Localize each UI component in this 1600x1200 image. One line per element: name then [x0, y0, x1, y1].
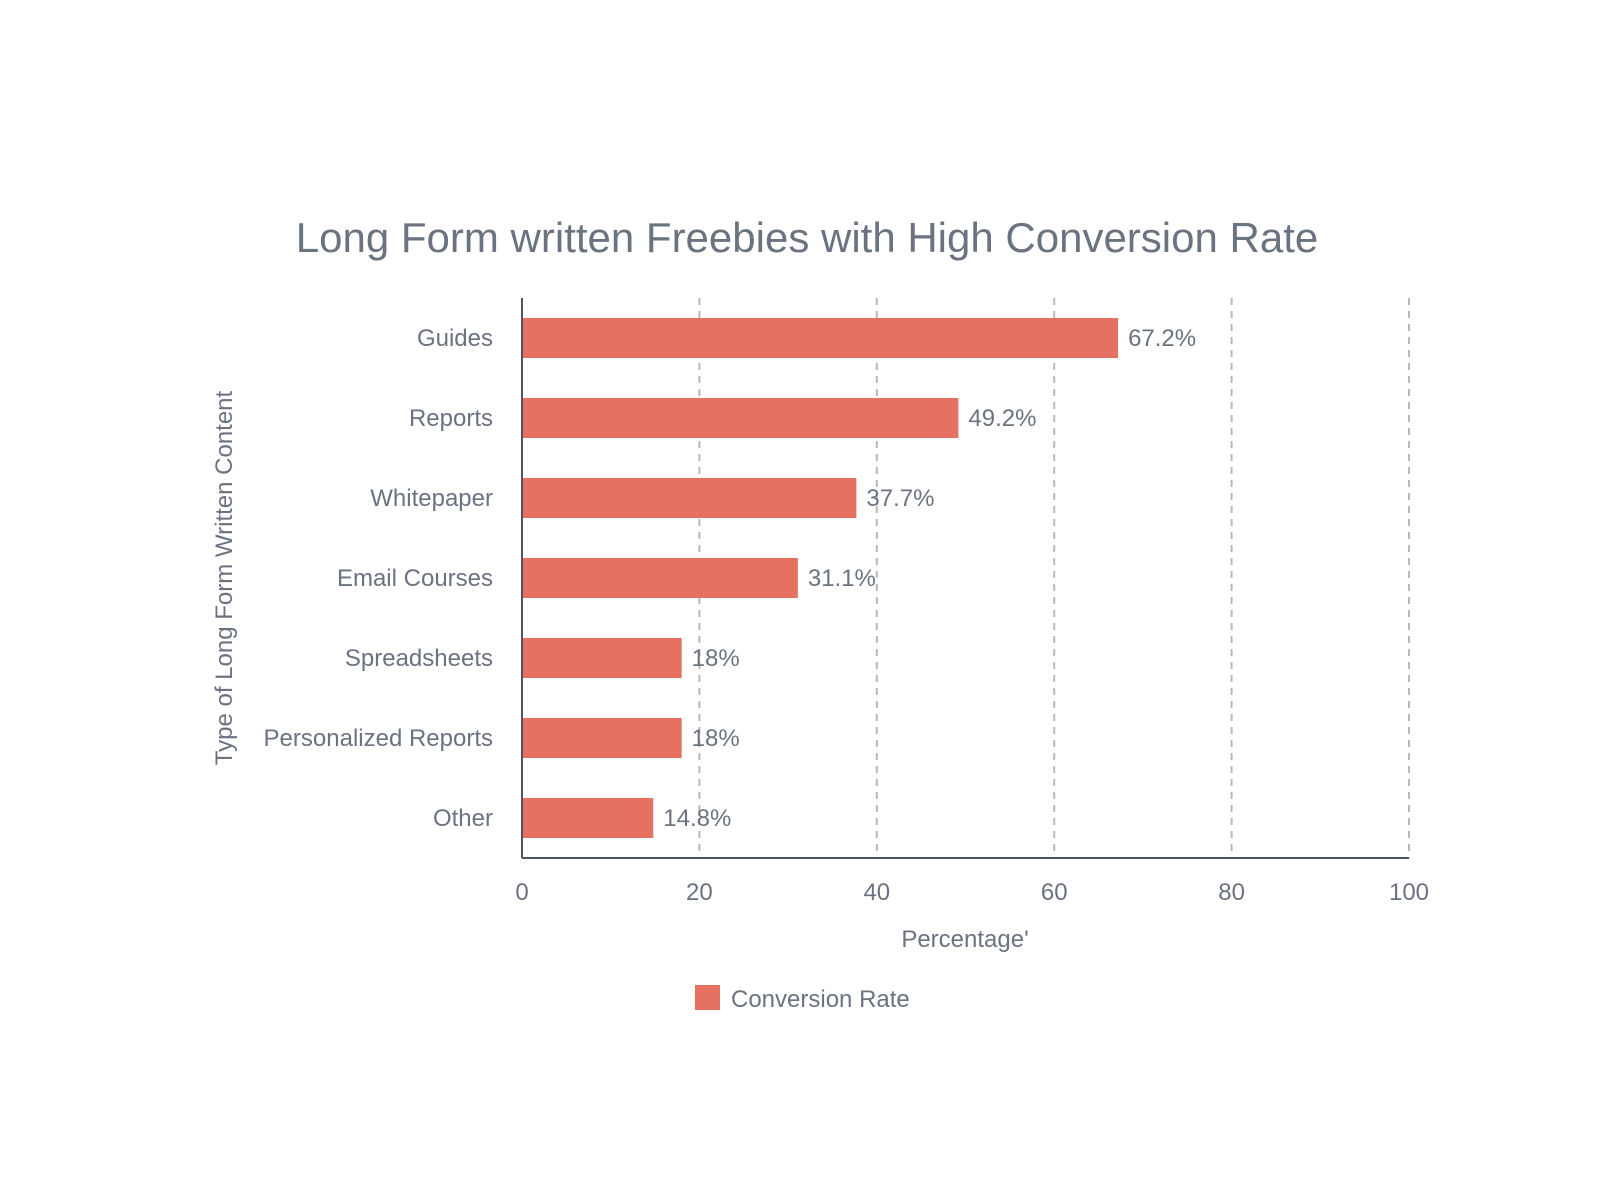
x-tick-label: 40	[863, 879, 890, 906]
bar-value-label: 14.8%	[663, 805, 731, 832]
bar-value-label: 18%	[692, 725, 740, 752]
legend-label-conversion-rate: Conversion Rate	[731, 986, 910, 1013]
bar	[523, 558, 798, 598]
legend-swatch-conversion-rate	[695, 985, 720, 1010]
bar-value-label: 49.2%	[968, 405, 1036, 432]
y-category-label: Email Courses	[337, 565, 493, 592]
x-tick-label: 20	[686, 879, 713, 906]
bar	[523, 798, 654, 838]
x-tick-label: 0	[515, 879, 528, 906]
bar	[523, 318, 1119, 358]
axis-layer	[521, 298, 1409, 859]
legend: Conversion Rate	[695, 985, 910, 1013]
y-category-label: Whitepaper	[370, 485, 493, 512]
x-tick-label: 100	[1389, 879, 1429, 906]
bar-layer	[523, 318, 1119, 838]
bar-value-label: 31.1%	[808, 565, 876, 592]
label-layer: 0 20 40 60 80 100 Guides 67.2% Reports 49.2% White…	[264, 325, 1429, 906]
y-axis-title: Type of Long Form Written Content	[211, 390, 238, 765]
grid-layer	[698, 298, 1410, 858]
y-category-label: Guides	[417, 325, 493, 352]
bar	[523, 478, 857, 518]
y-category-label: Personalized Reports	[264, 725, 493, 752]
bar	[523, 398, 959, 438]
y-category-label: Reports	[409, 405, 493, 432]
x-axis-title: Percentage'	[901, 926, 1028, 953]
bar	[523, 718, 682, 758]
chart-title: Long Form written Freebies with High Con…	[296, 214, 1318, 261]
bar-value-label: 18%	[692, 645, 740, 672]
bar	[523, 638, 682, 678]
bar-value-label: 37.7%	[866, 485, 934, 512]
y-category-label: Spreadsheets	[345, 645, 493, 672]
x-tick-label: 80	[1218, 879, 1245, 906]
bar-value-label: 67.2%	[1128, 325, 1196, 352]
y-category-label: Other	[433, 805, 493, 832]
x-tick-label: 60	[1041, 879, 1068, 906]
